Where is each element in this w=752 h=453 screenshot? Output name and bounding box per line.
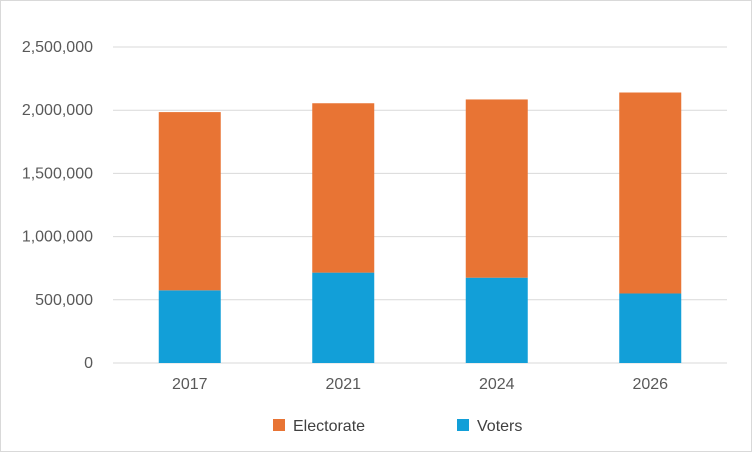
x-tick-label: 2021 xyxy=(325,376,361,393)
legend-label-electorate: Electorate xyxy=(293,418,365,435)
x-tick-label: 2026 xyxy=(632,376,668,393)
bar-voters-2024 xyxy=(465,277,528,363)
bar-electorate-2024 xyxy=(465,99,528,278)
legend-swatch-electorate xyxy=(273,419,285,431)
y-tick-label: 1,500,000 xyxy=(22,165,93,182)
bar-voters-2017 xyxy=(158,290,221,363)
x-tick-label: 2017 xyxy=(172,376,208,393)
y-tick-label: 1,000,000 xyxy=(22,229,93,246)
bar-electorate-2026 xyxy=(619,92,682,294)
legend-swatch-voters xyxy=(457,419,469,431)
bar-electorate-2017 xyxy=(158,112,221,291)
y-tick-label: 0 xyxy=(84,355,93,372)
legend-label-voters: Voters xyxy=(477,418,522,435)
y-tick-label: 500,000 xyxy=(35,292,93,309)
y-tick-label: 2,500,000 xyxy=(22,39,93,56)
bar-electorate-2021 xyxy=(312,103,375,273)
x-tick-label: 2024 xyxy=(479,376,515,393)
bar-voters-2021 xyxy=(312,272,375,363)
y-tick-label: 2,000,000 xyxy=(22,102,93,119)
bar-voters-2026 xyxy=(619,293,682,363)
